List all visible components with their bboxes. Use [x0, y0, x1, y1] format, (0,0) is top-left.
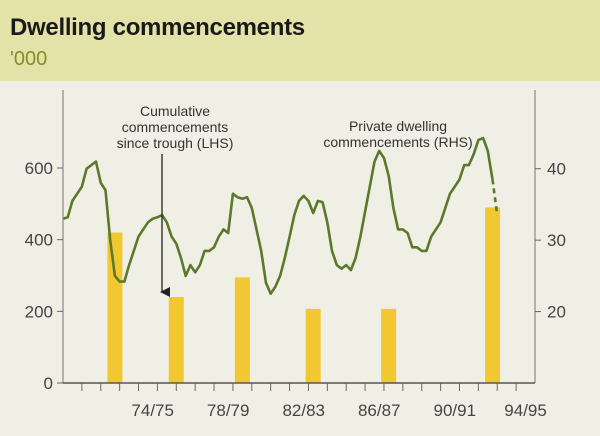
left-tick-label: 600 — [25, 159, 53, 178]
annotation-bars-line: commencements — [122, 119, 229, 135]
chart-title: Dwelling commencements — [10, 14, 305, 41]
x-tick-label: 82/83 — [282, 401, 325, 420]
x-tick-label: 74/75 — [131, 401, 174, 420]
left-tick-label: 400 — [25, 231, 53, 250]
x-tick-label: 94/95 — [504, 401, 547, 420]
bar — [107, 232, 123, 383]
chart-labels: 0 200 400 600 20 30 40 74/75 78/79 82/83 86/87 90/9… — [25, 159, 566, 420]
left-tick-label: 0 — [44, 374, 53, 393]
line-projection — [491, 179, 499, 216]
line-series — [62, 136, 499, 295]
chart-header: Dwelling commencements '000 — [0, 0, 600, 81]
bar — [168, 297, 184, 383]
right-tick-label: 30 — [547, 231, 566, 250]
right-tick-label: 20 — [547, 303, 566, 322]
annotation-bars-line: Cumulative — [140, 103, 210, 119]
annotation-line-line: Private dwelling — [349, 118, 447, 134]
chart-units: '000 — [10, 48, 48, 70]
x-tick-label: 90/91 — [433, 401, 476, 420]
bar — [305, 308, 321, 383]
bar — [234, 277, 250, 383]
bar-series — [107, 207, 501, 383]
x-tick-label: 78/79 — [207, 401, 250, 420]
x-tick-label: 86/87 — [358, 401, 401, 420]
chart-axes — [57, 90, 541, 391]
annotation-bars-line: since trough (LHS) — [117, 135, 234, 151]
bar — [485, 207, 501, 383]
line-path — [62, 136, 494, 295]
bar — [381, 308, 397, 383]
left-tick-label: 200 — [25, 302, 53, 321]
annotation-line-line: commencements (RHS) — [323, 134, 472, 150]
right-tick-label: 40 — [547, 160, 566, 179]
